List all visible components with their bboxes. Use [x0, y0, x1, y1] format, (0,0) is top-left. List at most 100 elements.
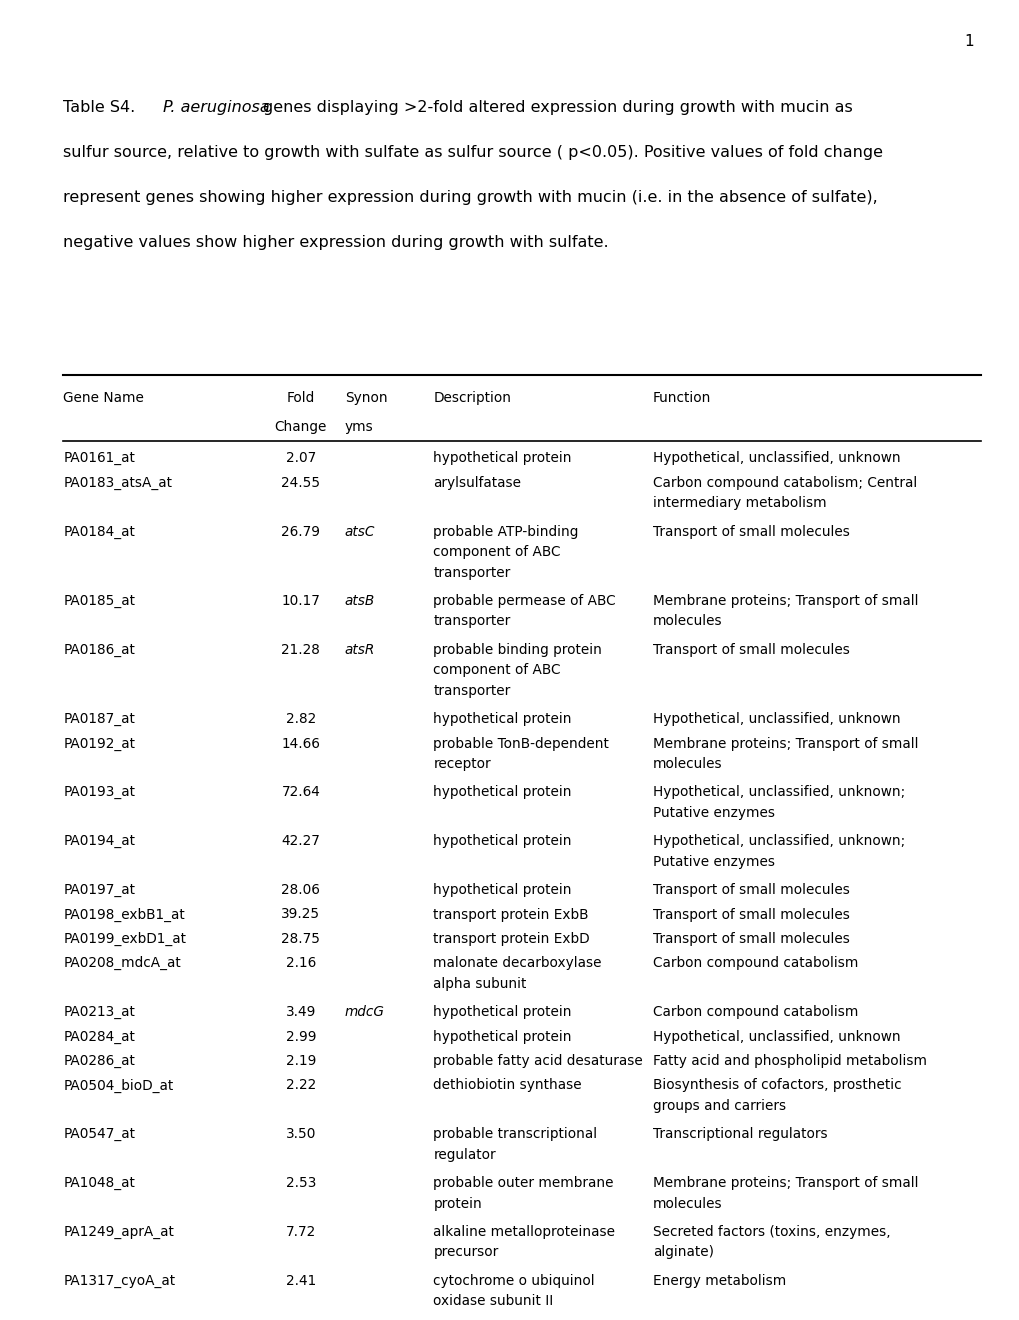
- Text: 28.75: 28.75: [281, 932, 320, 946]
- Text: transporter: transporter: [433, 565, 511, 579]
- Text: hypothetical protein: hypothetical protein: [433, 1030, 572, 1044]
- Text: probable ATP-binding: probable ATP-binding: [433, 524, 579, 539]
- Text: Hypothetical, unclassified, unknown;: Hypothetical, unclassified, unknown;: [652, 785, 904, 800]
- Text: 72.64: 72.64: [281, 785, 320, 800]
- Text: alginate): alginate): [652, 1246, 713, 1259]
- Text: yms: yms: [344, 420, 373, 434]
- Text: Gene Name: Gene Name: [63, 391, 144, 405]
- Text: molecules: molecules: [652, 1196, 721, 1210]
- Text: PA1317_cyoA_at: PA1317_cyoA_at: [63, 1274, 175, 1288]
- Text: Energy metabolism: Energy metabolism: [652, 1274, 786, 1288]
- Text: probable binding protein: probable binding protein: [433, 643, 602, 657]
- Text: PA0193_at: PA0193_at: [63, 785, 136, 800]
- Text: 2.19: 2.19: [285, 1053, 316, 1068]
- Text: 26.79: 26.79: [281, 524, 320, 539]
- Text: probable transcriptional: probable transcriptional: [433, 1127, 597, 1142]
- Text: Fold: Fold: [286, 391, 315, 405]
- Text: Secreted factors (toxins, enzymes,: Secreted factors (toxins, enzymes,: [652, 1225, 890, 1239]
- Text: molecules: molecules: [652, 614, 721, 628]
- Text: Transport of small molecules: Transport of small molecules: [652, 643, 849, 657]
- Text: Membrane proteins; Transport of small: Membrane proteins; Transport of small: [652, 1176, 917, 1191]
- Text: hypothetical protein: hypothetical protein: [433, 713, 572, 726]
- Text: PA0199_exbD1_at: PA0199_exbD1_at: [63, 932, 186, 946]
- Text: Description: Description: [433, 391, 511, 405]
- Text: component of ABC: component of ABC: [433, 545, 560, 560]
- Text: 28.06: 28.06: [281, 883, 320, 898]
- Text: Putative enzymes: Putative enzymes: [652, 805, 774, 820]
- Text: 2.41: 2.41: [285, 1274, 316, 1288]
- Text: sulfur source, relative to growth with sulfate as sulfur source ( p<0.05). Posit: sulfur source, relative to growth with s…: [63, 145, 882, 160]
- Text: P. aeruginosa: P. aeruginosa: [163, 100, 270, 115]
- Text: 24.55: 24.55: [281, 475, 320, 490]
- Text: 1: 1: [964, 34, 973, 49]
- Text: component of ABC: component of ABC: [433, 663, 560, 677]
- Text: mdcG: mdcG: [344, 1006, 384, 1019]
- Text: PA0185_at: PA0185_at: [63, 594, 136, 609]
- Text: PA0284_at: PA0284_at: [63, 1030, 135, 1044]
- Text: hypothetical protein: hypothetical protein: [433, 785, 572, 800]
- Text: atsR: atsR: [344, 643, 375, 657]
- Text: Carbon compound catabolism; Central: Carbon compound catabolism; Central: [652, 475, 916, 490]
- Text: PA0547_at: PA0547_at: [63, 1127, 136, 1142]
- Text: Hypothetical, unclassified, unknown: Hypothetical, unclassified, unknown: [652, 1030, 900, 1044]
- Text: transporter: transporter: [433, 684, 511, 698]
- Text: Putative enzymes: Putative enzymes: [652, 855, 774, 869]
- Text: atsC: atsC: [344, 524, 375, 539]
- Text: Hypothetical, unclassified, unknown;: Hypothetical, unclassified, unknown;: [652, 834, 904, 849]
- Text: 2.53: 2.53: [285, 1176, 316, 1191]
- Text: cytochrome o ubiquinol: cytochrome o ubiquinol: [433, 1274, 594, 1288]
- Text: 42.27: 42.27: [281, 834, 320, 849]
- Text: Function: Function: [652, 391, 710, 405]
- Text: PA0208_mdcA_at: PA0208_mdcA_at: [63, 956, 180, 970]
- Text: Fatty acid and phospholipid metabolism: Fatty acid and phospholipid metabolism: [652, 1053, 926, 1068]
- Text: PA0198_exbB1_at: PA0198_exbB1_at: [63, 908, 184, 921]
- Text: 2.07: 2.07: [285, 451, 316, 466]
- Text: represent genes showing higher expression during growth with mucin (i.e. in the : represent genes showing higher expressio…: [63, 190, 877, 205]
- Text: genes displaying >2-fold altered expression during growth with mucin as: genes displaying >2-fold altered express…: [263, 100, 852, 115]
- Text: Table S4.: Table S4.: [63, 100, 136, 115]
- Text: PA0183_atsA_at: PA0183_atsA_at: [63, 475, 172, 490]
- Text: 14.66: 14.66: [281, 737, 320, 751]
- Text: protein: protein: [433, 1196, 482, 1210]
- Text: groups and carriers: groups and carriers: [652, 1098, 786, 1113]
- Text: dethiobiotin synthase: dethiobiotin synthase: [433, 1078, 582, 1093]
- Text: 7.72: 7.72: [285, 1225, 316, 1239]
- Text: intermediary metabolism: intermediary metabolism: [652, 496, 825, 511]
- Text: Synon: Synon: [344, 391, 387, 405]
- Text: PA0161_at: PA0161_at: [63, 451, 135, 466]
- Text: molecules: molecules: [652, 758, 721, 771]
- Text: Carbon compound catabolism: Carbon compound catabolism: [652, 956, 857, 970]
- Text: 2.82: 2.82: [285, 713, 316, 726]
- Text: Membrane proteins; Transport of small: Membrane proteins; Transport of small: [652, 737, 917, 751]
- Text: PA0184_at: PA0184_at: [63, 524, 135, 539]
- Text: PA0286_at: PA0286_at: [63, 1053, 135, 1068]
- Text: PA1249_aprA_at: PA1249_aprA_at: [63, 1225, 174, 1239]
- Text: arylsulfatase: arylsulfatase: [433, 475, 521, 490]
- Text: probable permease of ABC: probable permease of ABC: [433, 594, 615, 609]
- Text: PA0504_bioD_at: PA0504_bioD_at: [63, 1078, 173, 1093]
- Text: Hypothetical, unclassified, unknown: Hypothetical, unclassified, unknown: [652, 451, 900, 466]
- Text: Transport of small molecules: Transport of small molecules: [652, 908, 849, 921]
- Text: PA1048_at: PA1048_at: [63, 1176, 135, 1191]
- Text: regulator: regulator: [433, 1147, 495, 1162]
- Text: Transport of small molecules: Transport of small molecules: [652, 883, 849, 898]
- Text: PA0186_at: PA0186_at: [63, 643, 135, 657]
- Text: 2.16: 2.16: [285, 956, 316, 970]
- Text: 10.17: 10.17: [281, 594, 320, 609]
- Text: oxidase subunit II: oxidase subunit II: [433, 1294, 553, 1308]
- Text: hypothetical protein: hypothetical protein: [433, 451, 572, 466]
- Text: atsB: atsB: [344, 594, 375, 609]
- Text: alpha subunit: alpha subunit: [433, 977, 527, 991]
- Text: 3.50: 3.50: [285, 1127, 316, 1142]
- Text: PA0197_at: PA0197_at: [63, 883, 136, 898]
- Text: Membrane proteins; Transport of small: Membrane proteins; Transport of small: [652, 594, 917, 609]
- Text: Transport of small molecules: Transport of small molecules: [652, 932, 849, 946]
- Text: Carbon compound catabolism: Carbon compound catabolism: [652, 1006, 857, 1019]
- Text: PA0187_at: PA0187_at: [63, 713, 135, 726]
- Text: transport protein ExbD: transport protein ExbD: [433, 932, 590, 946]
- Text: transport protein ExbB: transport protein ExbB: [433, 908, 588, 921]
- Text: malonate decarboxylase: malonate decarboxylase: [433, 956, 601, 970]
- Text: transporter: transporter: [433, 614, 511, 628]
- Text: hypothetical protein: hypothetical protein: [433, 1006, 572, 1019]
- Text: 39.25: 39.25: [281, 908, 320, 921]
